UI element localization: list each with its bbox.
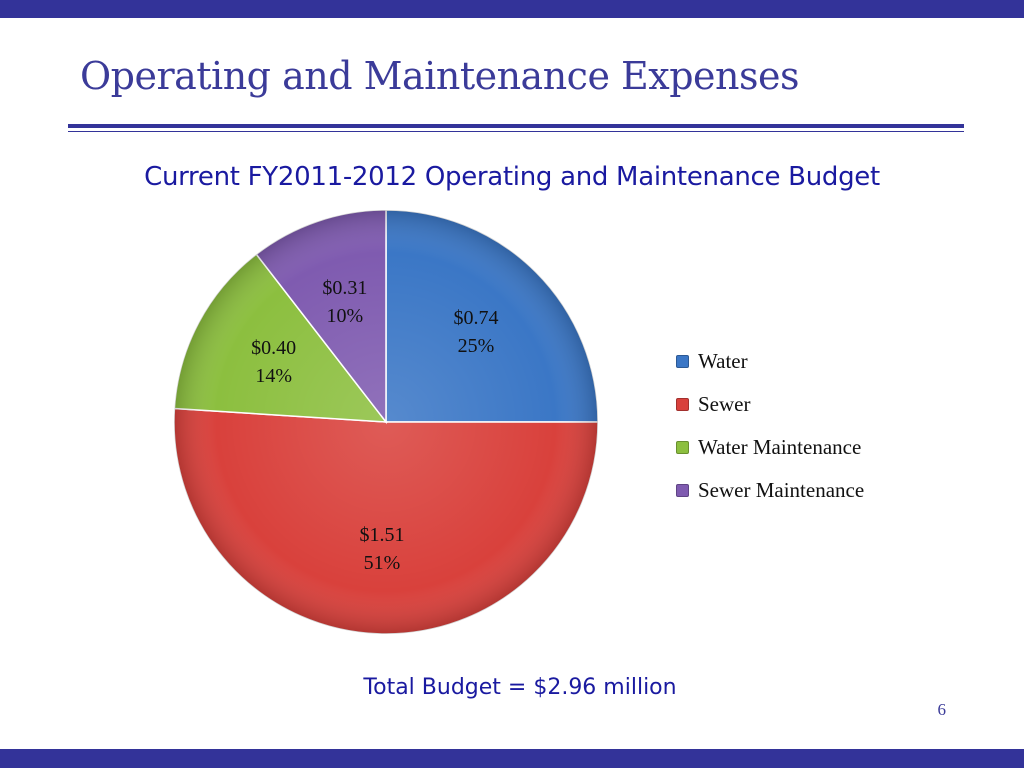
data-label-percent-sewer: 51%: [363, 552, 401, 575]
data-label-value-sewer-maintenance: $0.31: [322, 276, 368, 299]
legend-swatch-water-maintenance: [676, 441, 689, 454]
legend-label-sewer: Sewer: [698, 392, 751, 416]
legend-item-sewer-maintenance: Sewer Maintenance: [676, 469, 864, 512]
data-label-percent-water: 25%: [457, 335, 495, 358]
bottom-brand-bar: [0, 749, 1024, 768]
data-label-water-maintenance: $0.40 14%: [229, 334, 319, 390]
legend-item-water: Water: [676, 340, 864, 383]
pie-chart: [173, 209, 599, 635]
data-label-percent-water-maintenance: 14%: [255, 365, 292, 388]
data-label-sewer-maintenance: $0.31 10%: [300, 274, 390, 330]
top-brand-bar: [0, 0, 1024, 18]
legend-label-water: Water: [698, 349, 748, 373]
chart-title: Current FY2011-2012 Operating and Mainte…: [144, 162, 880, 192]
data-label-percent-sewer-maintenance: 10%: [326, 304, 364, 327]
slide-title: Operating and Maintenance Expenses: [80, 54, 799, 98]
title-divider-thin: [68, 131, 964, 132]
data-label-value-sewer: $1.51: [359, 524, 405, 547]
page-number: 6: [937, 700, 947, 719]
data-label-value-water: $0.74: [453, 307, 499, 330]
legend-item-water-maintenance: Water Maintenance: [676, 426, 864, 469]
legend-swatch-sewer-maintenance: [676, 484, 689, 497]
data-label-water: $0.74 25%: [431, 304, 521, 360]
legend-swatch-water: [676, 355, 689, 368]
data-label-sewer: $1.51 51%: [337, 521, 427, 577]
legend-label-water-maintenance: Water Maintenance: [698, 435, 862, 459]
total-budget-caption: Total Budget = $2.96 million: [363, 675, 677, 700]
chart-legend: Water Sewer Water Maintenance Sewer Main…: [676, 340, 864, 512]
title-divider-thick: [68, 124, 964, 128]
legend-swatch-sewer: [676, 398, 689, 411]
legend-label-sewer-maintenance: Sewer Maintenance: [698, 478, 865, 502]
legend-item-sewer: Sewer: [676, 383, 864, 426]
data-label-value-water-maintenance: $0.40: [251, 337, 297, 360]
